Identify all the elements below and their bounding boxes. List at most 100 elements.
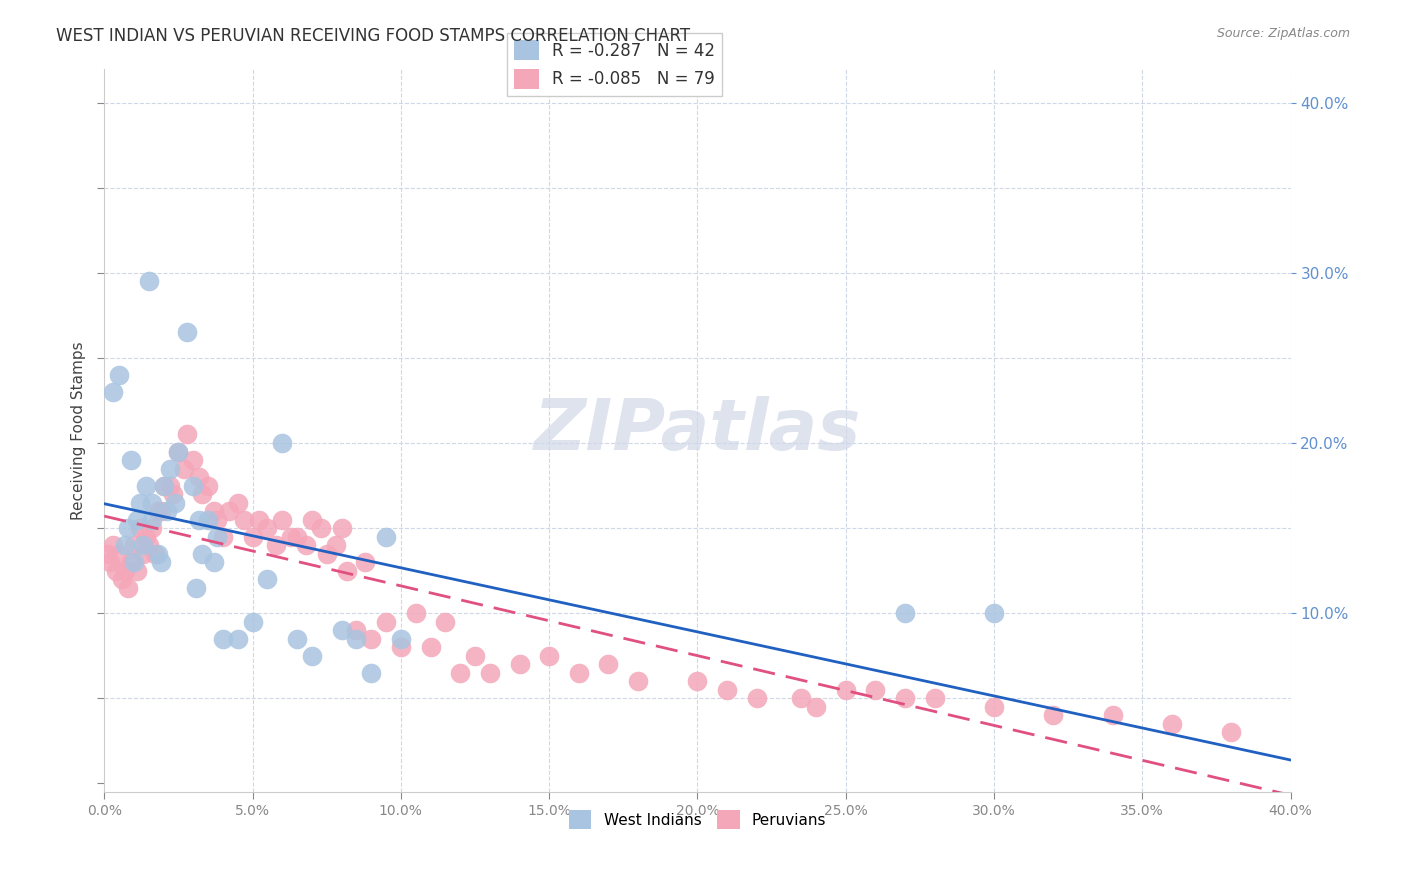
Point [120,555,142,569]
Point [98,555,121,569]
Point [143,547,166,561]
Point [449,665,471,680]
Point [197,513,219,527]
Point [478,665,501,680]
Point [111,572,134,586]
Point [128,521,150,535]
Point [188,470,211,484]
Point [247,513,270,527]
Point [419,640,441,655]
Point [1101,708,1123,723]
Point [103,538,125,552]
Point [285,632,308,646]
Point [508,657,530,672]
Point [983,606,1005,620]
Point [146,504,169,518]
Point [212,530,235,544]
Point [108,547,131,561]
Point [141,513,163,527]
Point [242,530,264,544]
Point [120,453,142,467]
Point [176,427,198,442]
Point [330,624,353,638]
Point [271,436,294,450]
Point [325,538,347,552]
Point [202,504,225,518]
Point [108,368,131,382]
Point [105,564,128,578]
Text: WEST INDIAN VS PERUVIAN RECEIVING FOOD STAMPS CORRELATION CHART: WEST INDIAN VS PERUVIAN RECEIVING FOOD S… [56,27,690,45]
Point [152,478,174,492]
Point [122,555,145,569]
Point [232,513,254,527]
Point [125,564,148,578]
Point [173,461,195,475]
Point [309,521,332,535]
Point [627,674,650,689]
Point [804,699,827,714]
Point [1161,717,1184,731]
Point [122,538,145,552]
Point [114,564,136,578]
Point [191,487,214,501]
Point [149,504,172,518]
Point [336,564,359,578]
Point [135,530,157,544]
Point [686,674,709,689]
Point [125,513,148,527]
Point [96,547,118,561]
Point [745,691,768,706]
Point [205,530,228,544]
Point [598,657,620,672]
Point [181,478,204,492]
Y-axis label: Receiving Food Stamps: Receiving Food Stamps [72,341,86,519]
Point [330,521,353,535]
Point [132,538,155,552]
Point [149,555,172,569]
Point [218,504,240,518]
Point [141,495,163,509]
Text: ZIPatlas: ZIPatlas [534,396,860,465]
Point [389,632,412,646]
Point [167,444,190,458]
Point [159,461,181,475]
Point [138,538,160,552]
Point [983,699,1005,714]
Point [226,495,249,509]
Point [128,495,150,509]
Point [344,632,367,646]
Point [405,606,427,620]
Legend: West Indians, Peruvians: West Indians, Peruvians [562,804,832,835]
Point [256,521,278,535]
Point [186,581,208,595]
Point [242,615,264,629]
Point [205,513,228,527]
Point [167,444,190,458]
Point [191,547,214,561]
Point [538,648,561,663]
Point [202,555,225,569]
Point [176,326,198,340]
Point [716,682,738,697]
Point [354,555,377,569]
Point [568,665,591,680]
Point [212,632,235,646]
Point [132,547,155,561]
Point [301,648,323,663]
Point [266,538,288,552]
Point [197,478,219,492]
Point [389,640,412,655]
Point [924,691,946,706]
Point [162,487,184,501]
Point [117,581,139,595]
Point [135,478,157,492]
Point [865,682,887,697]
Point [188,513,211,527]
Point [315,547,337,561]
Point [141,521,163,535]
Point [894,606,917,620]
Point [434,615,457,629]
Point [1220,725,1243,739]
Text: Source: ZipAtlas.com: Source: ZipAtlas.com [1216,27,1350,40]
Point [256,572,278,586]
